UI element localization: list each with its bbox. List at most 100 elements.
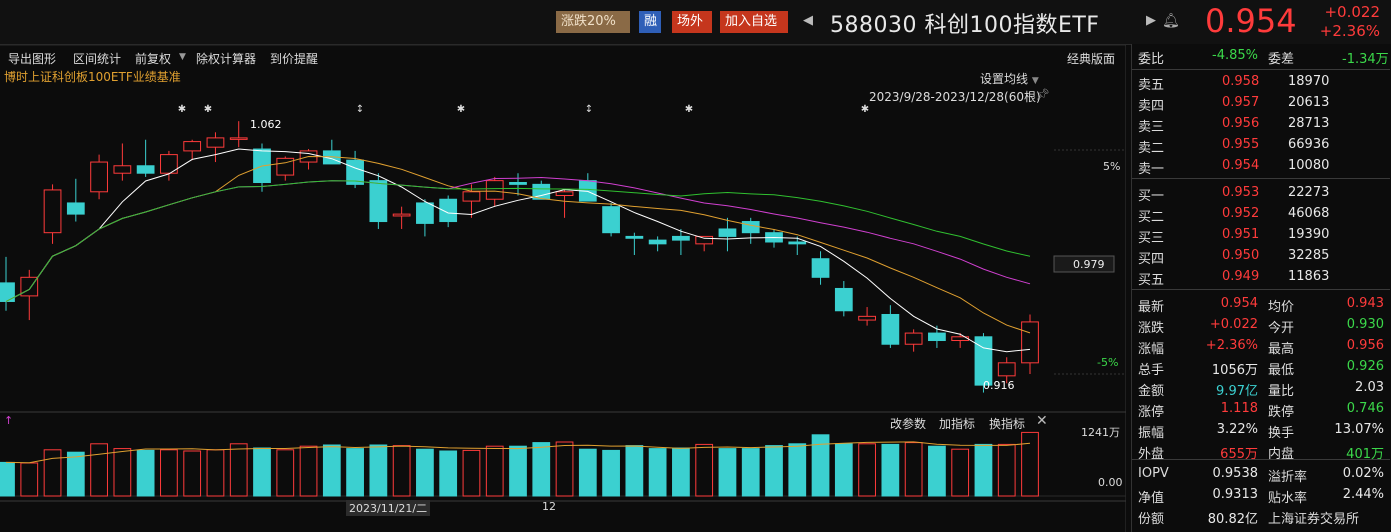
candle[interactable]: [183, 139, 202, 161]
event-marker-icon[interactable]: ✱: [685, 104, 693, 115]
order-ratio-value: -4.85%: [1212, 48, 1258, 63]
candle[interactable]: [555, 189, 574, 218]
volume-bar: [555, 441, 574, 497]
stat-value: 3.22%: [1216, 422, 1258, 437]
high-marker-label: 1.062: [250, 118, 282, 131]
candle[interactable]: [648, 236, 667, 252]
candle[interactable]: [672, 228, 690, 255]
candle[interactable]: [392, 206, 411, 229]
change-params-button[interactable]: 改参数: [890, 417, 927, 431]
candle[interactable]: [66, 178, 85, 222]
candle[interactable]: [1021, 314, 1039, 374]
event-marker-icon[interactable]: ↕: [356, 104, 364, 115]
candle[interactable]: [788, 236, 807, 255]
candle[interactable]: [811, 251, 830, 285]
candle[interactable]: [0, 256, 15, 311]
set-ma-button[interactable]: 设置均线 ▼: [980, 70, 1039, 87]
candle[interactable]: [951, 333, 970, 348]
prev-arrow-icon[interactable]: ◀: [803, 13, 813, 28]
stat-value: 0.746: [1346, 401, 1384, 416]
bid-level-row[interactable]: 买三 0.951 19390: [1132, 225, 1391, 246]
level-price: 0.952: [1222, 206, 1260, 221]
volume-bar: [66, 451, 85, 497]
candle[interactable]: [136, 139, 155, 177]
candle[interactable]: [299, 149, 318, 170]
candle[interactable]: [765, 228, 783, 248]
candle[interactable]: [416, 199, 434, 237]
ask-level-row[interactable]: 卖五 0.958 18970: [1132, 72, 1391, 93]
event-marker-icon[interactable]: ✱: [457, 104, 465, 115]
ask-level-row[interactable]: 卖一 0.954 10080: [1132, 156, 1391, 177]
switch-indicator-button[interactable]: 换指标: [989, 417, 1026, 431]
quote-panel: 委比 -4.85% 委差 -1.34万 卖五 0.958 18970 卖四 0.957 2…: [1131, 44, 1391, 532]
otc-button[interactable]: 场外: [672, 11, 712, 33]
candle[interactable]: [532, 180, 551, 200]
bid-level-row[interactable]: 买五 0.949 11863: [1132, 267, 1391, 288]
ask-level-row[interactable]: 卖四 0.957 20613: [1132, 93, 1391, 114]
candle[interactable]: [206, 132, 225, 163]
ma5-line: [5, 148, 1031, 353]
stat-label: 均价: [1268, 300, 1295, 315]
level-label: 卖一: [1138, 162, 1165, 177]
bid-level-row[interactable]: 买四 0.950 32285: [1132, 246, 1391, 267]
ask-level-row[interactable]: 卖二 0.955 66936: [1132, 135, 1391, 156]
classic-layout-button[interactable]: 经典版面: [1067, 52, 1116, 66]
volume-bar: [160, 449, 178, 497]
candle[interactable]: [369, 173, 388, 229]
candle[interactable]: [578, 173, 597, 202]
candle[interactable]: [439, 195, 458, 228]
export-chart-button[interactable]: 导出图形: [8, 52, 57, 66]
close-icon[interactable]: ✕: [1036, 413, 1048, 429]
chevron-down-icon[interactable]: ▼: [179, 52, 186, 62]
ma20-line: [5, 176, 1031, 302]
price-alert-button[interactable]: 到价提醒: [270, 52, 319, 66]
candle[interactable]: [229, 121, 248, 148]
interval-stats-button[interactable]: 区间统计: [73, 52, 122, 66]
stat-label: IOPV: [1138, 466, 1169, 481]
candle[interactable]: [485, 176, 504, 207]
add-watchlist-button[interactable]: 加入自选: [720, 11, 788, 33]
event-marker-icon[interactable]: ✱: [204, 104, 212, 115]
candle[interactable]: [20, 269, 39, 321]
stat-label: 跌停: [1268, 405, 1295, 420]
event-marker-icon[interactable]: ✱: [178, 104, 186, 115]
next-arrow-icon[interactable]: ▶: [1146, 13, 1156, 28]
candle[interactable]: [881, 305, 900, 348]
candle[interactable]: [834, 281, 853, 317]
restore-right-select[interactable]: 前复权: [135, 52, 172, 66]
volume-bar: [788, 443, 807, 497]
bid-level-row[interactable]: 买一 0.953 22273: [1132, 183, 1391, 204]
candle[interactable]: [113, 143, 132, 181]
add-indicator-button[interactable]: 加指标: [939, 417, 976, 431]
candle[interactable]: [322, 139, 341, 165]
candle[interactable]: [625, 232, 644, 255]
candle[interactable]: [904, 329, 923, 352]
candle[interactable]: [509, 173, 527, 196]
stat-value: 401万: [1346, 447, 1384, 462]
candle[interactable]: [858, 307, 876, 326]
level-price: 0.957: [1222, 95, 1260, 110]
bell-icon[interactable]: 🔔︎: [1162, 13, 1180, 29]
candle[interactable]: [160, 150, 178, 181]
volume-bar: [928, 445, 946, 497]
candle[interactable]: [276, 156, 295, 181]
candle[interactable]: [695, 235, 714, 252]
event-marker-icon[interactable]: ↕: [585, 104, 593, 115]
rights-calculator-button[interactable]: 除权计算器: [196, 52, 257, 66]
level-label: 卖三: [1138, 120, 1165, 135]
candle[interactable]: [90, 154, 108, 200]
pin-icon[interactable]: 📌︎: [1036, 88, 1050, 101]
candle[interactable]: [43, 184, 62, 244]
bid-level-row[interactable]: 买二 0.952 46068: [1132, 204, 1391, 225]
volume-bar: [253, 447, 271, 497]
limit-badge: 涨跌20%: [556, 11, 630, 33]
candle[interactable]: [602, 202, 620, 237]
event-marker-icon[interactable]: ✱: [861, 104, 869, 115]
ask-level-row[interactable]: 卖三 0.956 28713: [1132, 114, 1391, 135]
candle[interactable]: [462, 184, 481, 218]
kline-chart[interactable]: ✱ ✱ ↕ ✱ ↕ ✱ ✱: [0, 0, 1126, 532]
candle[interactable]: [741, 217, 760, 244]
candle[interactable]: [997, 357, 1016, 384]
candle[interactable]: [718, 217, 737, 252]
stat-label: 最新: [1138, 300, 1165, 315]
